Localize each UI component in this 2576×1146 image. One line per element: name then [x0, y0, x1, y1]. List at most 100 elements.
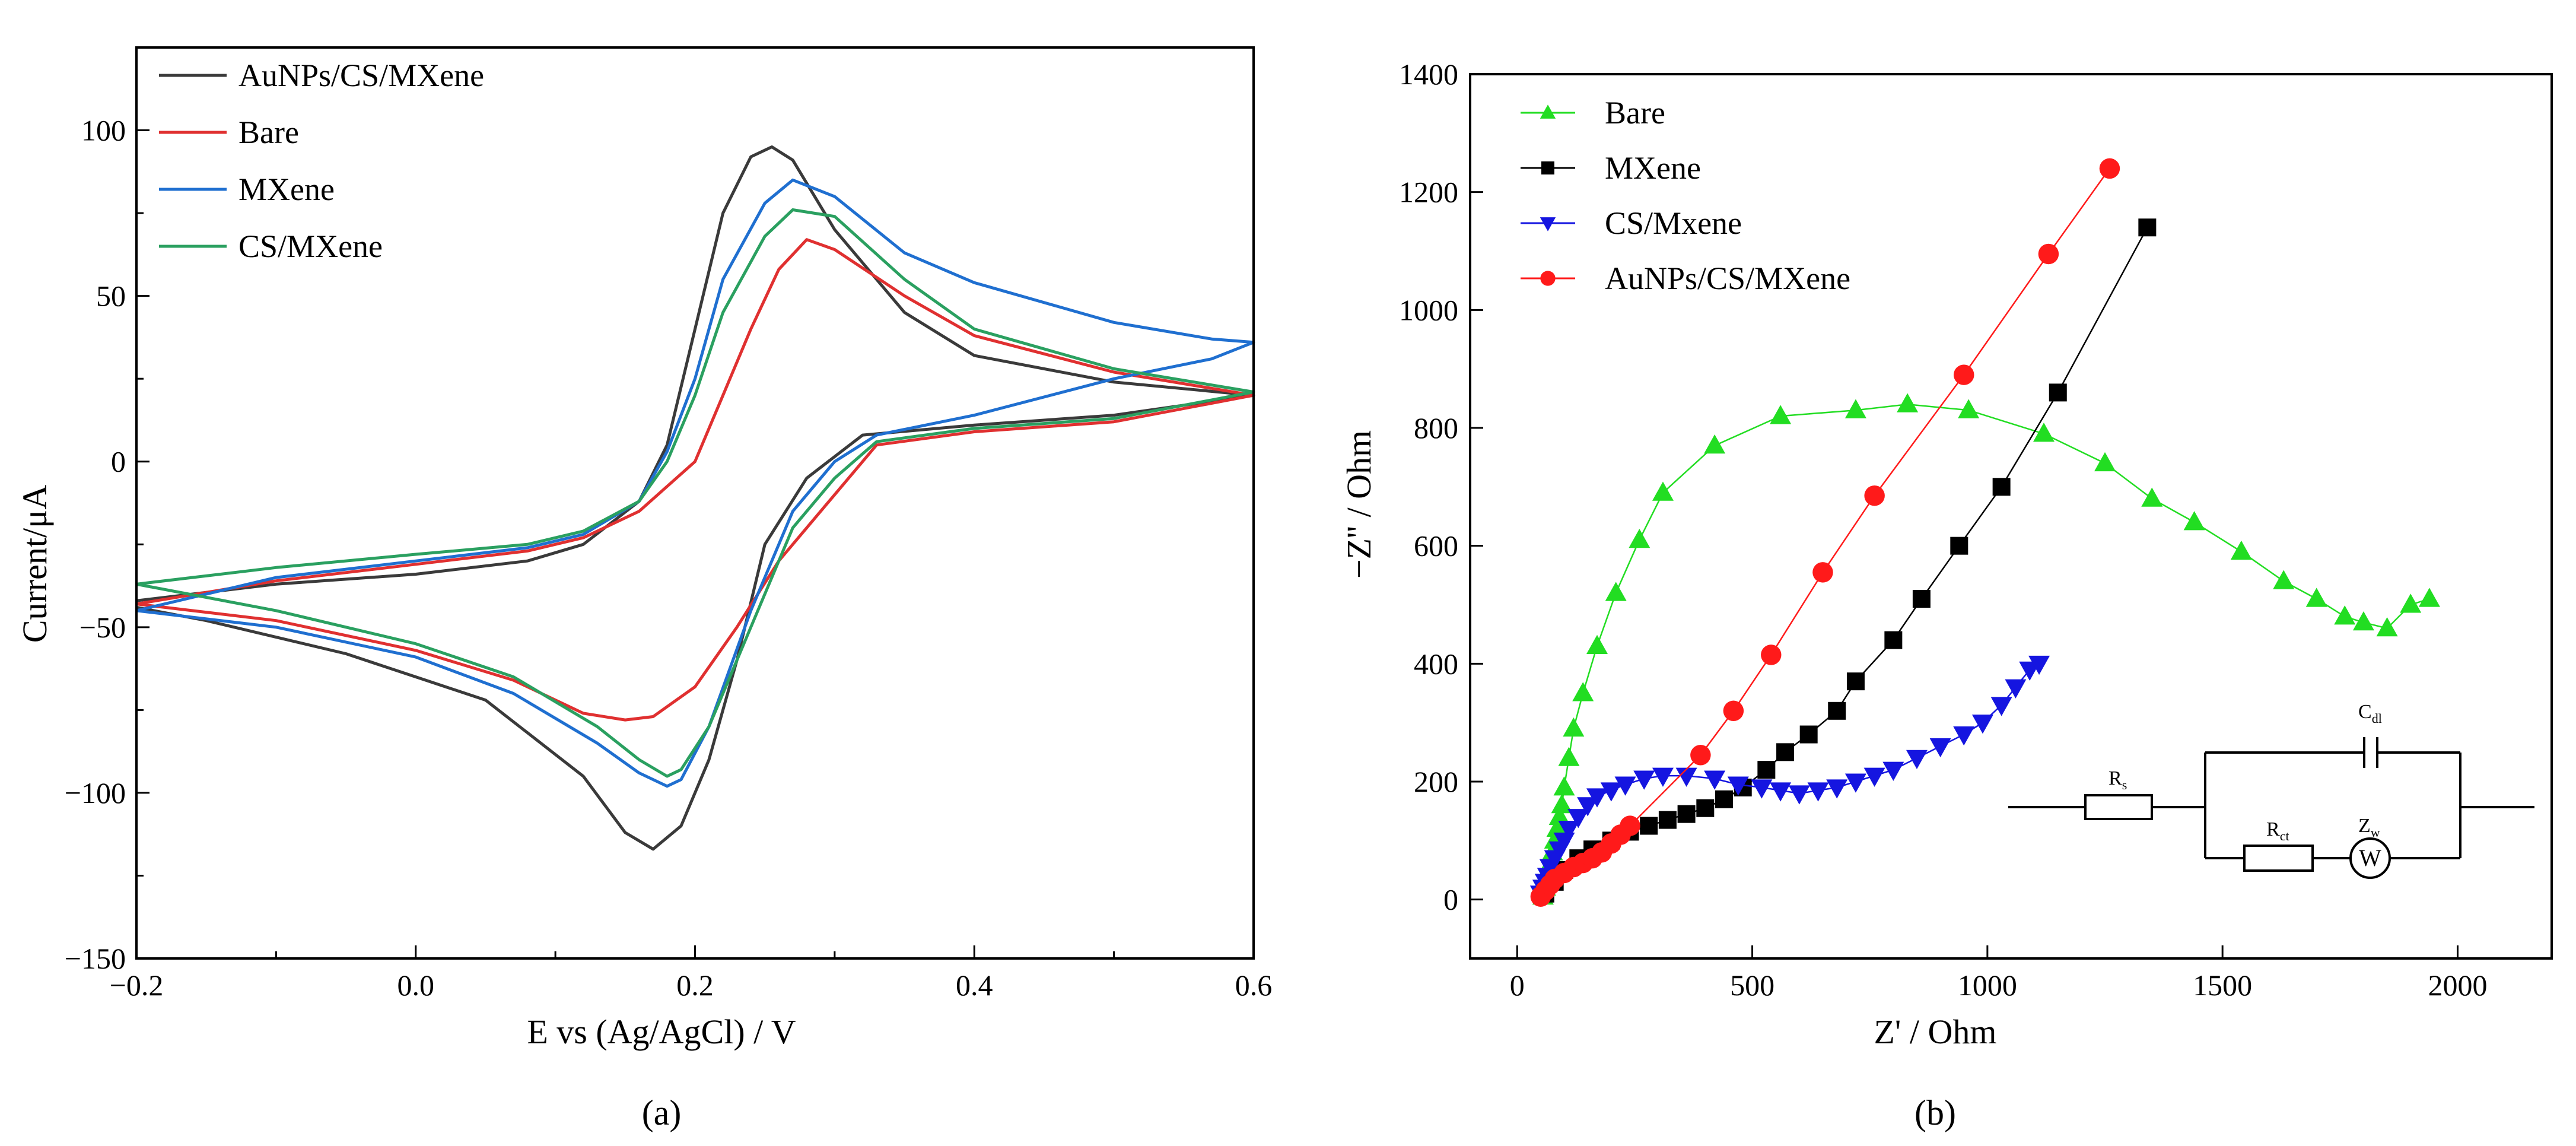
- circuit-rct-label: Rct: [2266, 818, 2289, 843]
- eis-point-cs-mxene: [2028, 655, 2050, 675]
- cv-legend: AuNPs/CS/MXene Bare MXene CS/MXene: [159, 58, 484, 264]
- circuit-w-symbol: W: [2359, 845, 2381, 871]
- eis-point-cs-mxene: [1633, 770, 1655, 790]
- cv-plot-frame: [135, 46, 1255, 960]
- eis-x-tick-label: 2000: [2428, 969, 2487, 1002]
- eis-legend-swatch-marker: [1541, 161, 1554, 174]
- cv-series-line-bare: [136, 238, 1255, 722]
- eis-point-mxene: [1992, 478, 2011, 496]
- cv-y-axis-label: Current/μA: [15, 485, 54, 643]
- eis-legend-label: CS/Mxene: [1605, 205, 1742, 241]
- eis-x-tick-label: 0: [1510, 969, 1525, 1002]
- circuit-rs-label: Rs: [2108, 767, 2127, 792]
- cv-y-tick-label: −150: [65, 942, 126, 975]
- eis-y-tick-label: 0: [1443, 883, 1458, 916]
- eis-point-bare: [2418, 588, 2440, 607]
- eis-point-mxene: [1696, 799, 1715, 817]
- eis-point-cs-mxene: [1558, 820, 1580, 840]
- eis-point-bare: [2400, 593, 2422, 613]
- eis-point-aunps-cs-mxene: [1812, 562, 1833, 583]
- eis-point-aunps-cs-mxene: [1953, 364, 1974, 385]
- eis-point-bare: [1652, 481, 1674, 501]
- eis-point-aunps-cs-mxene: [1761, 645, 1782, 665]
- eis-point-bare: [1572, 682, 1594, 701]
- cv-ticks: −0.2 0.0 0.2 0.4 0.6 −150 −100 −50 0 50 100: [65, 114, 1272, 1002]
- eis-x-tick-label: 1500: [2193, 969, 2252, 1002]
- eis-point-bare: [2033, 423, 2055, 442]
- eis-point-mxene: [1846, 672, 1865, 691]
- eis-point-cs-mxene: [1704, 770, 1726, 790]
- cv-xlabel: E vs (Ag/AgCl) / V: [527, 1012, 796, 1051]
- eis-point-bare: [1558, 747, 1580, 766]
- eis-y-tick-label: 400: [1414, 647, 1458, 680]
- cv-x-tick-label: 0.2: [676, 969, 714, 1002]
- eis-y-tick-label: 1200: [1399, 176, 1458, 209]
- eis-point-cs-mxene: [1652, 767, 1674, 787]
- eis-ticks: 0 500 1000 1500 2000 0 200 400 600 800 1000 1200 140…: [1399, 58, 2487, 1002]
- eis-point-cs-mxene: [1567, 809, 1589, 828]
- eis-point-aunps-cs-mxene: [1723, 700, 1744, 722]
- circuit-cdl-label: Cdl: [2358, 701, 2382, 726]
- eis-ylabel: −Z'' / Ohm: [1340, 430, 1378, 579]
- eis-point-aunps-cs-mxene: [2099, 158, 2120, 179]
- eis-legend: Bare MXene CS/Mxene AuNPs/CS/MXene: [1521, 95, 1850, 296]
- eis-point-bare: [2094, 452, 2116, 472]
- cv-x-tick-label: 0.6: [1235, 969, 1273, 1002]
- eis-point-cs-mxene: [1990, 697, 2012, 716]
- eis-point-aunps-cs-mxene: [1690, 745, 1711, 766]
- eis-point-bare: [1605, 582, 1627, 601]
- cv-x-tick-label: 0.4: [956, 969, 993, 1002]
- cv-y-tick-label: 100: [81, 114, 126, 147]
- cv-y-tick-label: 50: [96, 280, 126, 313]
- eis-point-aunps-cs-mxene: [2038, 243, 2059, 265]
- eis-point-bare: [1546, 817, 1568, 837]
- eis-point-cs-mxene: [1751, 779, 1773, 799]
- eis-series-line-cs-mxene: [1540, 663, 2040, 894]
- cv-y-tick-label: −50: [79, 611, 126, 644]
- eis-point-bare: [1897, 393, 1919, 412]
- eis-x-tick-label: 1000: [1958, 969, 2017, 1002]
- eis-point-cs-mxene: [1844, 773, 1866, 793]
- eis-point-mxene: [1828, 701, 1846, 720]
- cv-x-tick-label: −0.2: [110, 969, 164, 1002]
- equivalent-circuit: [2008, 737, 2534, 879]
- eis-point-cs-mxene: [1600, 782, 1622, 802]
- eis-point-cs-mxene: [1770, 782, 1792, 802]
- eis-point-cs-mxene: [1614, 776, 1636, 796]
- eis-point-cs-mxene: [1882, 761, 1904, 781]
- eis-series: [1529, 158, 2440, 907]
- eis-xlabel: Z' / Ohm: [1874, 1012, 1997, 1051]
- eis-legend-label: MXene: [1605, 150, 1701, 186]
- cv-ylabel: Current/μA: [15, 485, 54, 643]
- eis-series-line-mxene: [1544, 227, 2148, 894]
- eis-point-cs-mxene: [1807, 782, 1829, 802]
- eis-point-mxene: [1776, 743, 1795, 761]
- eis-y-tick-label: 600: [1414, 529, 1458, 563]
- eis-point-cs-mxene: [1577, 797, 1599, 817]
- panel-label-b: (b): [1914, 1093, 1956, 1132]
- cv-chart: Current/μA E vs (Ag/AgCl) / V −0.2 0.0 0.2…: [15, 46, 1272, 1051]
- eis-legend-label: AuNPs/CS/MXene: [1605, 261, 1850, 296]
- eis-point-cs-mxene: [1586, 788, 1608, 808]
- eis-point-bare: [1551, 793, 1573, 814]
- eis-point-mxene: [1950, 537, 1968, 555]
- eis-point-bare: [2141, 487, 2163, 507]
- eis-point-cs-mxene: [1826, 779, 1848, 799]
- eis-point-cs-mxene: [1863, 767, 1885, 787]
- eis-point-mxene: [1884, 631, 1903, 649]
- eis-y-tick-label: 1000: [1399, 293, 1458, 326]
- eis-y-tick-label: 200: [1414, 765, 1458, 798]
- eis-plot-frame: [1469, 73, 2553, 960]
- eis-point-bare: [2183, 511, 2205, 531]
- eis-point-bare: [1629, 528, 1650, 548]
- eis-point-bare: [1548, 805, 1570, 826]
- eis-point-mxene: [1677, 805, 1696, 823]
- eis-point-cs-mxene: [2005, 679, 2027, 699]
- eis-point-bare: [1586, 634, 1608, 655]
- eis-point-bare: [2334, 605, 2356, 625]
- circuit-zw-label: Zw: [2358, 815, 2380, 840]
- eis-point-mxene: [1757, 761, 1776, 779]
- eis-point-bare: [1958, 399, 1980, 418]
- eis-point-bare: [2352, 611, 2374, 631]
- eis-point-mxene: [1640, 817, 1658, 835]
